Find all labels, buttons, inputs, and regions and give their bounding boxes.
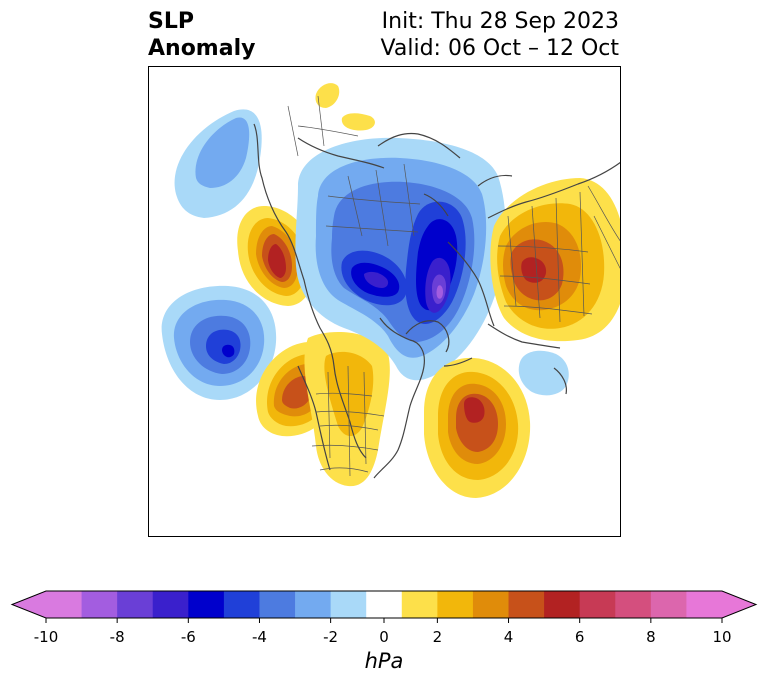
country-borders bbox=[287, 95, 621, 477]
colorbar-segment bbox=[152, 591, 189, 618]
colorbar-segment bbox=[81, 591, 118, 618]
colorbar-segment bbox=[437, 591, 474, 618]
colorbar-tick-label: 0 bbox=[379, 628, 389, 646]
colorbar-segment bbox=[188, 591, 225, 618]
colorbar-segment bbox=[508, 591, 545, 618]
colorbar-segment bbox=[615, 591, 652, 618]
colorbar-tick-label: -2 bbox=[323, 628, 338, 646]
anomaly-low-northwest bbox=[174, 109, 262, 218]
colorbar-segment bbox=[117, 591, 154, 618]
title-variable-anomaly: Anomaly bbox=[148, 36, 256, 61]
colorbar-segment bbox=[366, 591, 403, 618]
colorbar-tick-label: 8 bbox=[646, 628, 656, 646]
anomaly-high-atlantic bbox=[424, 357, 531, 498]
colorbar-segment bbox=[579, 591, 616, 618]
colorbar-segment bbox=[472, 591, 510, 618]
colorbar-segment bbox=[295, 591, 332, 618]
anomaly-map bbox=[148, 66, 621, 537]
title-variable: SLP bbox=[148, 9, 194, 34]
colorbar-segment bbox=[223, 591, 260, 618]
map-frame bbox=[148, 66, 621, 537]
colorbar-segments bbox=[46, 591, 723, 618]
colorbar-tick-label: 4 bbox=[504, 628, 514, 646]
colorbar-segment bbox=[401, 591, 438, 618]
anomaly-high-north bbox=[315, 83, 375, 131]
anomaly-low-europe bbox=[518, 350, 569, 396]
colorbar-segment bbox=[46, 591, 83, 618]
colorbar-tick-label: -4 bbox=[252, 628, 267, 646]
colorbar-extend-over bbox=[722, 591, 756, 618]
coastlines bbox=[253, 123, 621, 479]
valid-range: Valid: 06 Oct – 12 Oct bbox=[380, 36, 619, 61]
colorbar-segment bbox=[259, 591, 296, 618]
colorbar-segment bbox=[650, 591, 687, 618]
colorbar-tick-label: -8 bbox=[110, 628, 125, 646]
colorbar-extend-under bbox=[12, 591, 46, 618]
map-date-info: Init: Thu 28 Sep 2023 Valid: 06 Oct – 12… bbox=[381, 8, 619, 62]
colorbar-tick-label: -10 bbox=[34, 628, 59, 646]
colorbar-ticks: -10 -8 -6 -4 -2 0 2 4 6 8 10 bbox=[34, 618, 732, 646]
colorbar-unit-label: hPa bbox=[365, 649, 404, 673]
anomaly-high-west bbox=[237, 206, 316, 306]
map-title: SLP Anomaly bbox=[148, 8, 255, 62]
colorbar-tick-label: 2 bbox=[433, 628, 443, 646]
anomaly-high-eurasia bbox=[490, 178, 621, 342]
colorbar-tick-label: 6 bbox=[575, 628, 585, 646]
colorbar-tick-label: 10 bbox=[712, 628, 731, 646]
colorbar-segment bbox=[686, 591, 723, 618]
anomaly-low-pacific bbox=[161, 285, 277, 400]
colorbar-segment bbox=[330, 591, 367, 618]
init-date: Init: Thu 28 Sep 2023 bbox=[381, 9, 619, 34]
colorbar: -10 -8 -6 -4 -2 0 2 4 6 8 10 hPa bbox=[10, 590, 758, 673]
colorbar-tick-label: -6 bbox=[181, 628, 196, 646]
colorbar-segment bbox=[544, 591, 581, 618]
